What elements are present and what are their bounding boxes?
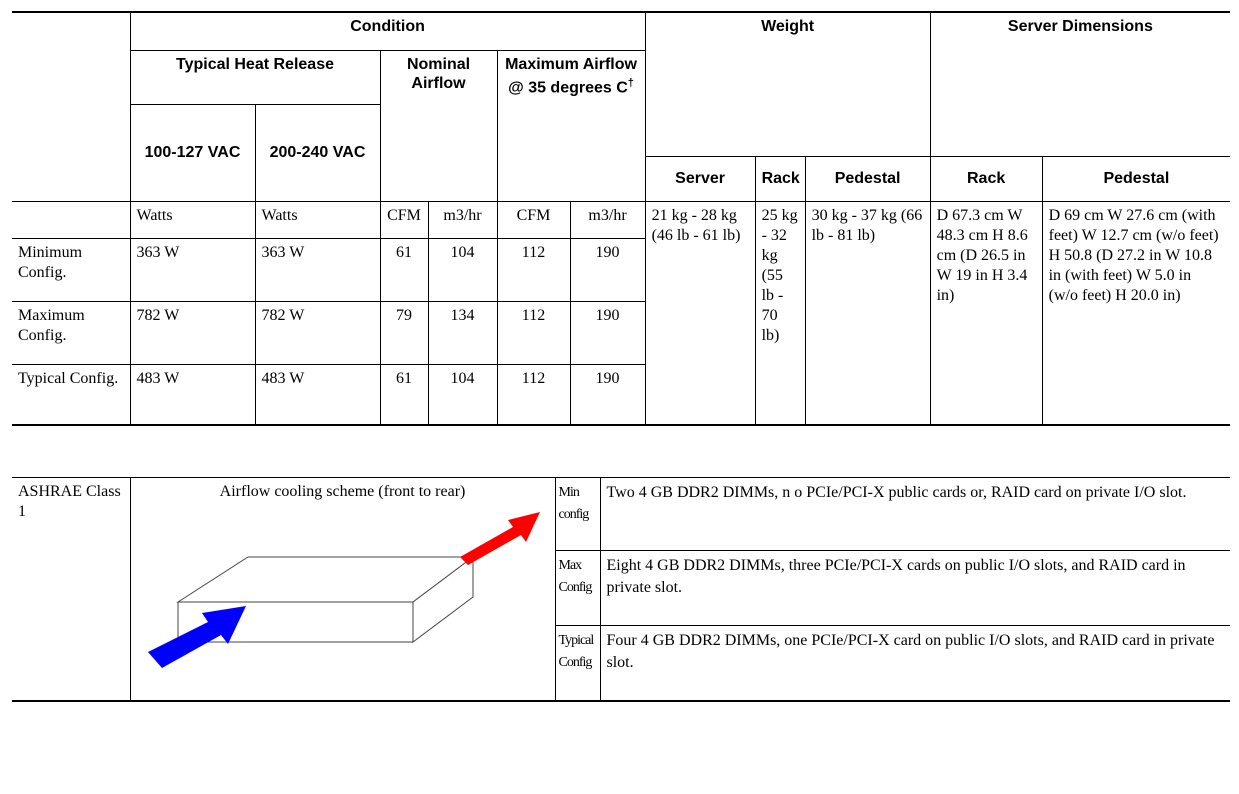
spec-table: Condition Weight Server Dimensions Typic… (12, 11, 1230, 426)
value-cell: 61 (380, 238, 428, 301)
value-cell: 190 (570, 301, 645, 364)
environment-table: ASHRAE Class 1 Airflow cooling scheme (f… (12, 424, 1230, 702)
cell (12, 201, 130, 238)
header-cell: Nominal Airflow (380, 50, 497, 201)
header-cell: Pedestal (805, 156, 930, 201)
header-cell (12, 12, 130, 201)
unit-cell: CFM (497, 201, 570, 238)
header-cell: Server Dimensions (930, 12, 1230, 156)
value-cell: 363 W (130, 238, 255, 301)
header-cell: Rack (755, 156, 805, 201)
header-cell: Condition (130, 12, 645, 50)
value-cell: 483 W (130, 364, 255, 425)
airflow-diagram (138, 502, 548, 682)
footnote-mark: † (628, 77, 634, 89)
value-cell: 112 (497, 301, 570, 364)
row-label: Maximum Config. (12, 301, 130, 364)
exhaust-arrow (460, 512, 540, 565)
value-cell: 61 (380, 364, 428, 425)
header-cell: Typical Heat Release (130, 50, 380, 104)
weight-cell: 30 kg - 37 kg (66 lb - 81 lb) (805, 201, 930, 425)
weight-cell: 21 kg - 28 kg (46 lb - 61 lb) (645, 201, 755, 425)
header-cell: Maximum Airflow @ 35 degrees C† (497, 50, 645, 201)
row-label: Minimum Config. (12, 238, 130, 301)
value-cell: 112 (497, 238, 570, 301)
value-cell: 190 (570, 364, 645, 425)
value-cell: 483 W (255, 364, 380, 425)
config-name: Typical Config (555, 626, 600, 701)
header-cell: Weight (645, 12, 930, 156)
header-cell: Pedestal (1042, 156, 1230, 201)
value-cell: 190 (570, 238, 645, 301)
value-cell: 782 W (130, 301, 255, 364)
config-description: Eight 4 GB DDR2 DIMMs, three PCIe/PCI-X … (600, 551, 1230, 626)
header-cell: 200-240 VAC (255, 104, 380, 201)
header-cell: 100-127 VAC (130, 104, 255, 201)
value-cell: 363 W (255, 238, 380, 301)
value-cell: 104 (428, 364, 497, 425)
value-cell: 112 (497, 364, 570, 425)
weight-cell: 25 kg - 32 kg (55 lb - 70 lb) (755, 201, 805, 425)
unit-cell: CFM (380, 201, 428, 238)
header-text: Maximum Airflow @ 35 degrees C (505, 56, 637, 96)
config-description: Two 4 GB DDR2 DIMMs, n o PCIe/PCI-X publ… (600, 478, 1230, 551)
airflow-cell: Airflow cooling scheme (front to rear) (130, 478, 555, 701)
unit-cell: Watts (255, 201, 380, 238)
value-cell: 79 (380, 301, 428, 364)
row-label: Typical Config. (12, 364, 130, 425)
value-cell: 134 (428, 301, 497, 364)
class-cell: ASHRAE Class 1 (12, 478, 130, 701)
unit-cell: m3/hr (428, 201, 497, 238)
config-name: Max Config (555, 551, 600, 626)
airflow-caption: Airflow cooling scheme (front to rear) (137, 482, 549, 502)
config-name: Min config (555, 478, 600, 551)
header-cell: Server (645, 156, 755, 201)
config-description: Four 4 GB DDR2 DIMMs, one PCIe/PCI-X car… (600, 626, 1230, 701)
unit-cell: m3/hr (570, 201, 645, 238)
page: {"header": {"condition": "Condition", "t… (0, 0, 1239, 794)
dimension-cell: D 67.3 cm W 48.3 cm H 8.6 cm (D 26.5 in … (930, 201, 1042, 425)
value-cell: 782 W (255, 301, 380, 364)
dimension-cell: D 69 cm W 27.6 cm (with feet) W 12.7 cm … (1042, 201, 1230, 425)
unit-cell: Watts (130, 201, 255, 238)
value-cell: 104 (428, 238, 497, 301)
header-cell: Rack (930, 156, 1042, 201)
blank-row (12, 425, 1230, 478)
